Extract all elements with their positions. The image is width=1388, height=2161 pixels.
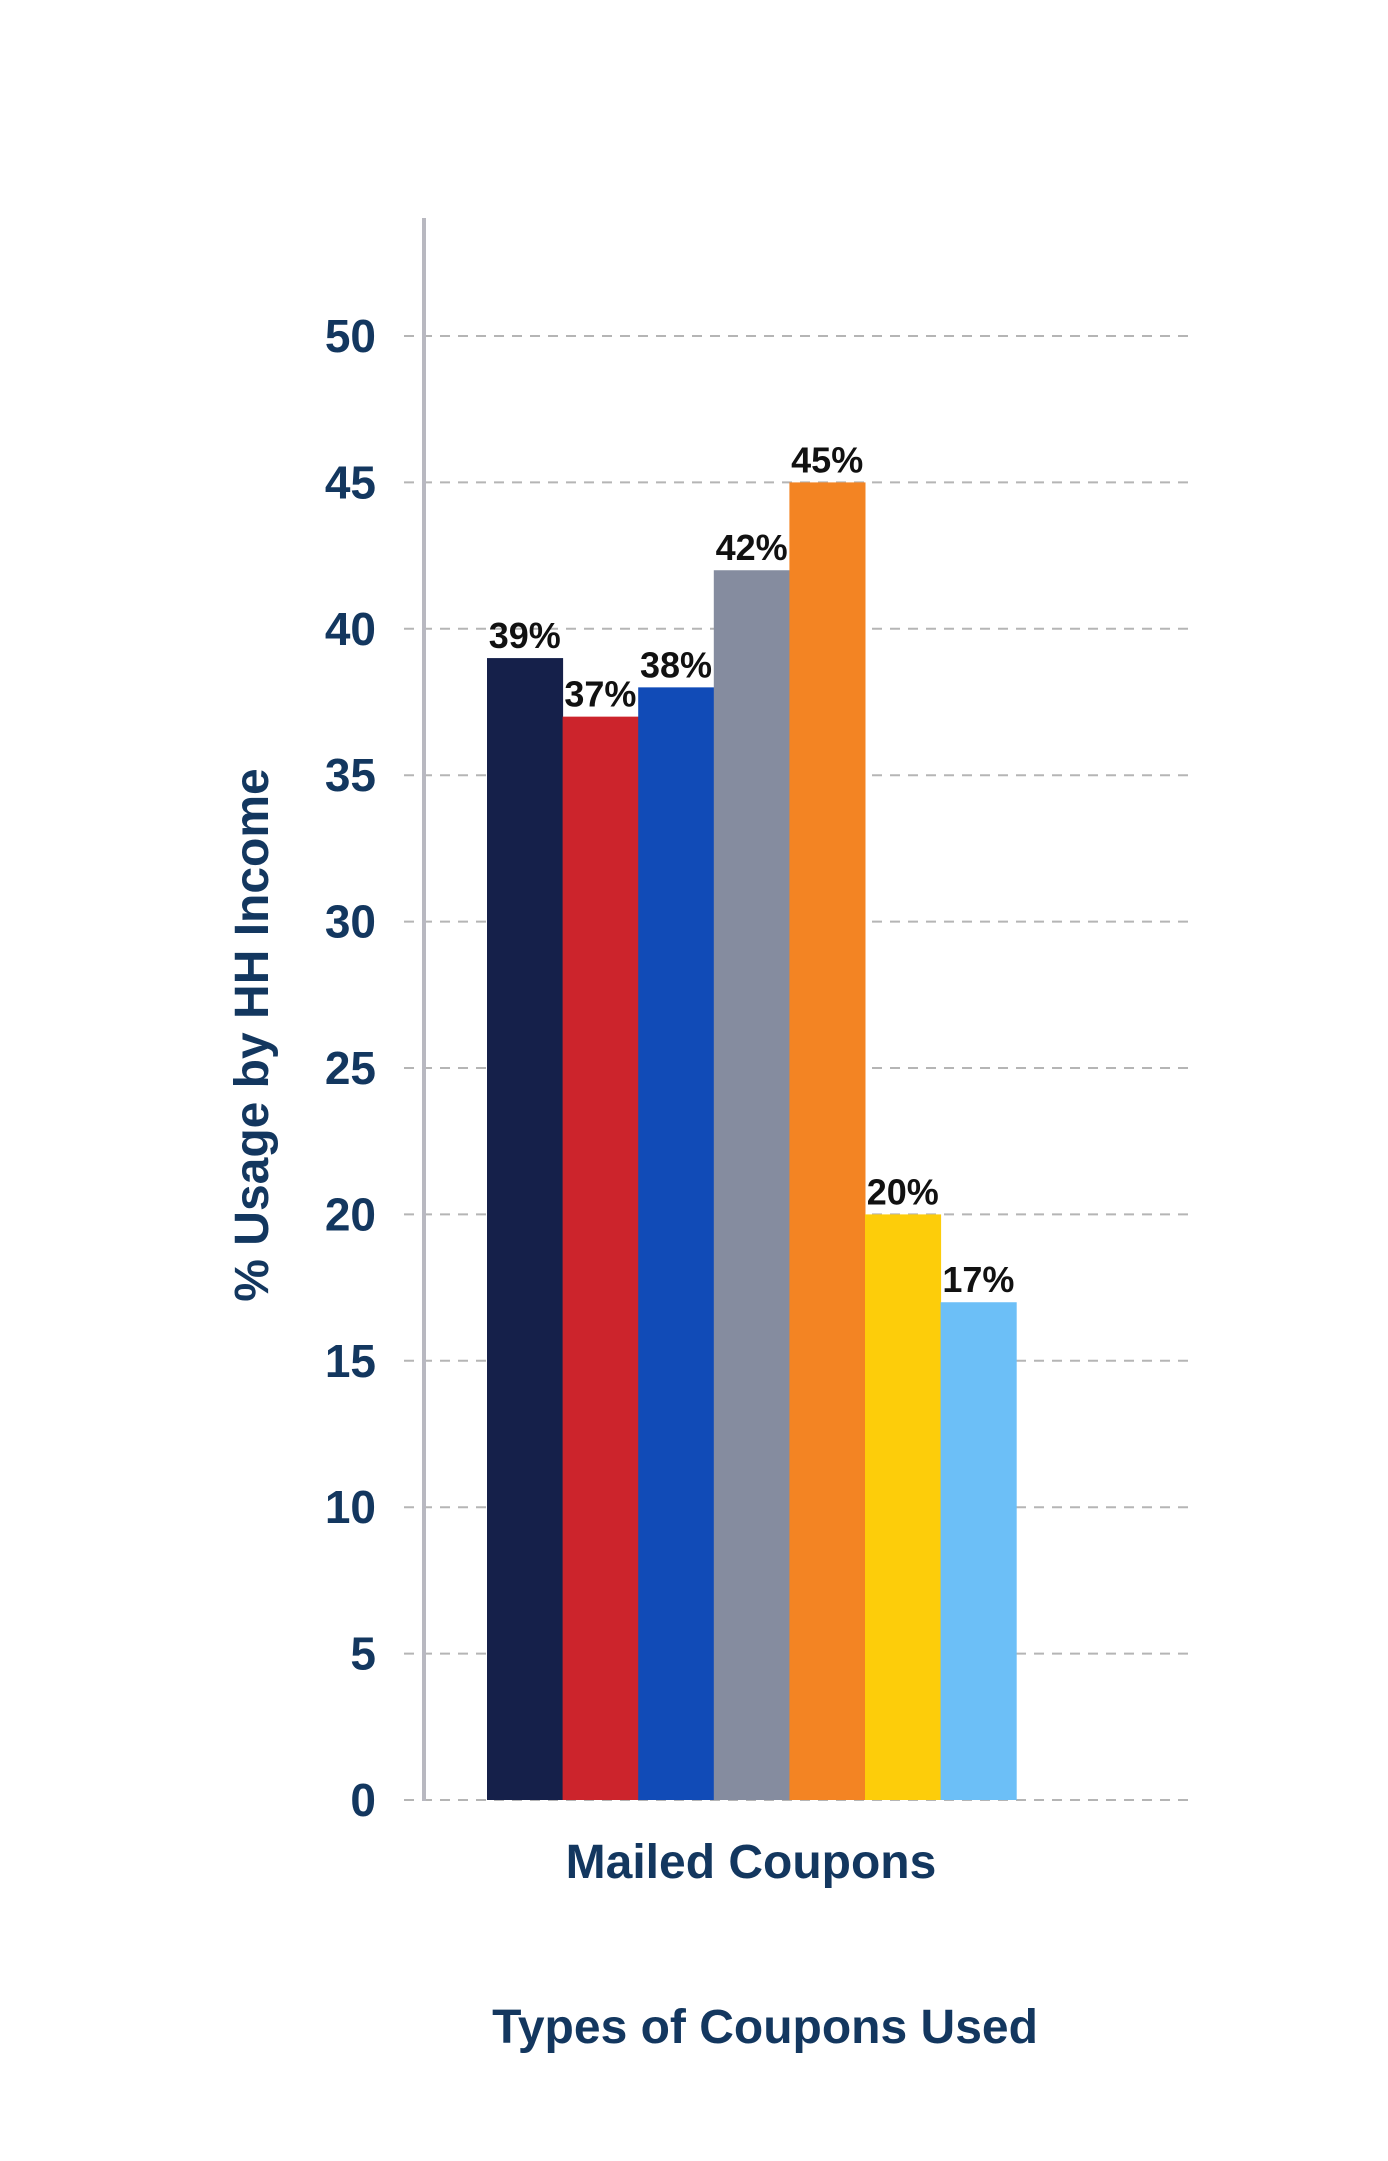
y-tick-label: 20 — [325, 1188, 376, 1240]
bar — [638, 687, 715, 1800]
y-tick-label: 30 — [325, 896, 376, 948]
bar — [487, 658, 564, 1800]
y-tick-label: 5 — [350, 1628, 376, 1680]
bar — [865, 1214, 942, 1800]
data-label: 39% — [489, 615, 561, 656]
bar — [713, 570, 790, 1800]
bar — [562, 716, 639, 1800]
data-label: 37% — [564, 674, 636, 715]
bar — [940, 1302, 1017, 1800]
y-tick-label: 35 — [325, 749, 376, 801]
y-tick-label: 40 — [325, 603, 376, 655]
data-label: 45% — [791, 439, 863, 480]
data-label: 38% — [640, 644, 712, 685]
bar — [789, 482, 866, 1800]
data-labels: 39%37%38% 42% 45% 20% 17% — [489, 439, 1015, 1300]
x-axis-title: Types of Coupons Used — [492, 2001, 1038, 2054]
y-axis-title: % Usage by HH Income — [226, 768, 279, 1301]
data-label: 17% — [942, 1259, 1014, 1300]
y-tick-label: 10 — [325, 1481, 376, 1533]
y-tick-label: 15 — [325, 1335, 376, 1387]
y-tick-label: 0 — [350, 1774, 376, 1826]
y-tick-label: 45 — [325, 456, 376, 508]
y-tick-labels: 0 5 10 15 20 25 30 35 40 45 50 — [325, 310, 376, 1826]
category-label: Mailed Coupons — [566, 1836, 937, 1889]
bars — [487, 482, 1017, 1800]
data-label: 20% — [867, 1171, 939, 1212]
y-tick-label: 25 — [325, 1042, 376, 1094]
data-label: 42% — [716, 527, 788, 568]
y-tick-label: 50 — [325, 310, 376, 362]
